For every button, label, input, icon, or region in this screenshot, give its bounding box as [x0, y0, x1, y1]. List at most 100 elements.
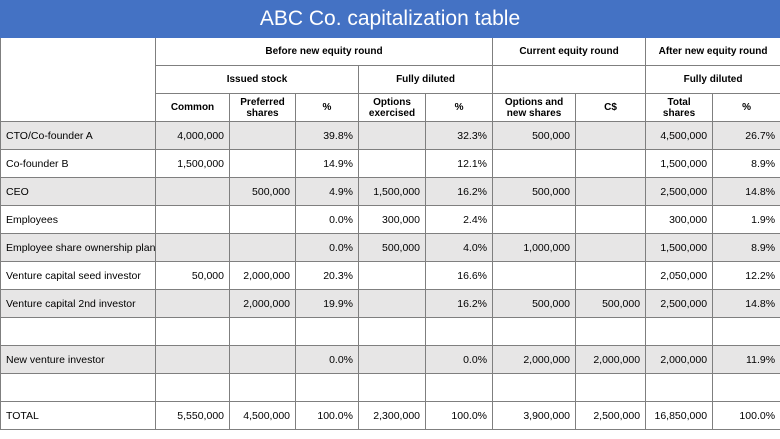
cell: [229, 233, 296, 262]
cell: 16.6%: [424, 261, 494, 290]
table-row: Co-founder B 1,500,000 14.9% 12.1% 1,500,000…: [0, 149, 780, 178]
group-header: After new equity round: [645, 38, 780, 66]
cell: [155, 177, 230, 206]
cell: 11.9%: [712, 345, 780, 374]
cell: 50,000: [155, 261, 230, 290]
cell: 500,000: [575, 289, 647, 318]
row-label: Venture capital 2nd investor: [0, 289, 156, 318]
cap-table: Before new equity round Current equity r…: [0, 38, 780, 430]
cell: [229, 205, 296, 234]
cell: 500,000: [492, 121, 577, 150]
cell: [575, 177, 647, 206]
cell: 2,500,000: [645, 289, 714, 318]
group-header: Current equity round: [492, 38, 647, 66]
row-label: Co-founder B: [0, 149, 156, 178]
cell: 39.8%: [295, 121, 359, 150]
column-header: Options and new shares: [492, 93, 577, 122]
cell: [229, 121, 296, 150]
column-header: Common: [155, 93, 230, 122]
cell: [358, 149, 426, 178]
cell: 500,000: [358, 233, 426, 262]
row-label: New venture investor: [0, 345, 156, 374]
cell: 26.7%: [712, 121, 780, 150]
cell: 14.8%: [712, 177, 780, 206]
cell: 14.9%: [295, 149, 359, 178]
title: ABC Co. capitalization table: [0, 0, 780, 38]
subgroup-header: Fully diluted: [645, 65, 780, 94]
cell: 1,500,000: [358, 177, 426, 206]
cell: 500,000: [229, 177, 296, 206]
row-label: Employee share ownership plan: [0, 233, 156, 262]
table-row: CEO 500,000 4.9% 1,500,000 16.2% 500,000 2,500…: [0, 177, 780, 206]
cell: 1,500,000: [155, 149, 230, 178]
cell: [358, 373, 426, 402]
cell: 100.0%: [712, 401, 780, 430]
cell: [424, 373, 494, 402]
cell: 2,050,000: [645, 261, 714, 290]
table-row: [0, 317, 780, 346]
cell: [229, 149, 296, 178]
column-header: %: [712, 93, 780, 122]
row-label: Venture capital seed investor: [0, 261, 156, 290]
cell: [155, 233, 230, 262]
row-label: [0, 317, 156, 346]
table-row: Employees 0.0% 300,000 2.4% 300,000 1.9%: [0, 205, 780, 234]
row-label: CEO: [0, 177, 156, 206]
cell: [575, 317, 647, 346]
cell: [645, 373, 714, 402]
cell: 16.2%: [424, 289, 494, 318]
cell: [155, 345, 230, 374]
corner-cell: [0, 38, 156, 122]
cell: 500,000: [492, 289, 577, 318]
table-row: Employee share ownership plan 0.0% 500,000…: [0, 233, 780, 262]
cell: [295, 373, 359, 402]
cell: [492, 149, 577, 178]
cell: [358, 345, 426, 374]
cell: [295, 317, 359, 346]
table-row: New venture investor 0.0% 0.0% 2,000,000 2,0…: [0, 345, 780, 374]
cell: [492, 317, 577, 346]
cell: 16.2%: [424, 177, 494, 206]
cell: 3,900,000: [492, 401, 577, 430]
cell: 100.0%: [295, 401, 359, 430]
column-header: %: [295, 93, 359, 122]
cell: [155, 317, 230, 346]
column-header: %: [424, 93, 494, 122]
cell: [575, 373, 647, 402]
cell: 2,500,000: [645, 177, 714, 206]
cell: [229, 317, 296, 346]
cell: 500,000: [492, 177, 577, 206]
cell: [645, 317, 714, 346]
column-header: Preferred shares: [229, 93, 296, 122]
table-row: CTO/Co-founder A 4,000,000 39.8% 32.3% 500,0…: [0, 121, 780, 150]
table-row: TOTAL 5,550,000 4,500,000 100.0% 2,300,000 10…: [0, 401, 780, 430]
cell: [358, 121, 426, 150]
cell: 12.2%: [712, 261, 780, 290]
cell: 2,500,000: [575, 401, 647, 430]
cell: 14.8%: [712, 289, 780, 318]
cell: [712, 317, 780, 346]
cell: [358, 261, 426, 290]
cell: 1,500,000: [645, 233, 714, 262]
group-header: Before new equity round: [154, 38, 494, 66]
cell: [492, 261, 577, 290]
column-header: Total shares: [645, 93, 714, 122]
cell: 1,000,000: [492, 233, 577, 262]
cell: 1.9%: [712, 205, 780, 234]
cell: 4,000,000: [155, 121, 230, 150]
cell: 2,000,000: [575, 345, 647, 374]
cell: [712, 373, 780, 402]
cell: 4.9%: [295, 177, 359, 206]
cell: [155, 373, 230, 402]
column-header: Options exercised: [358, 93, 426, 122]
cell: 4.0%: [424, 233, 494, 262]
subgroup-header: Fully diluted: [357, 65, 494, 94]
cell: 8.9%: [712, 149, 780, 178]
cell: 2,000,000: [229, 289, 296, 318]
cell: [492, 373, 577, 402]
cell: 2,300,000: [358, 401, 426, 430]
cell: [492, 205, 577, 234]
table-row: [0, 373, 780, 402]
row-label: CTO/Co-founder A: [0, 121, 156, 150]
table-row: Venture capital 2nd investor 2,000,000 19.…: [0, 289, 780, 318]
